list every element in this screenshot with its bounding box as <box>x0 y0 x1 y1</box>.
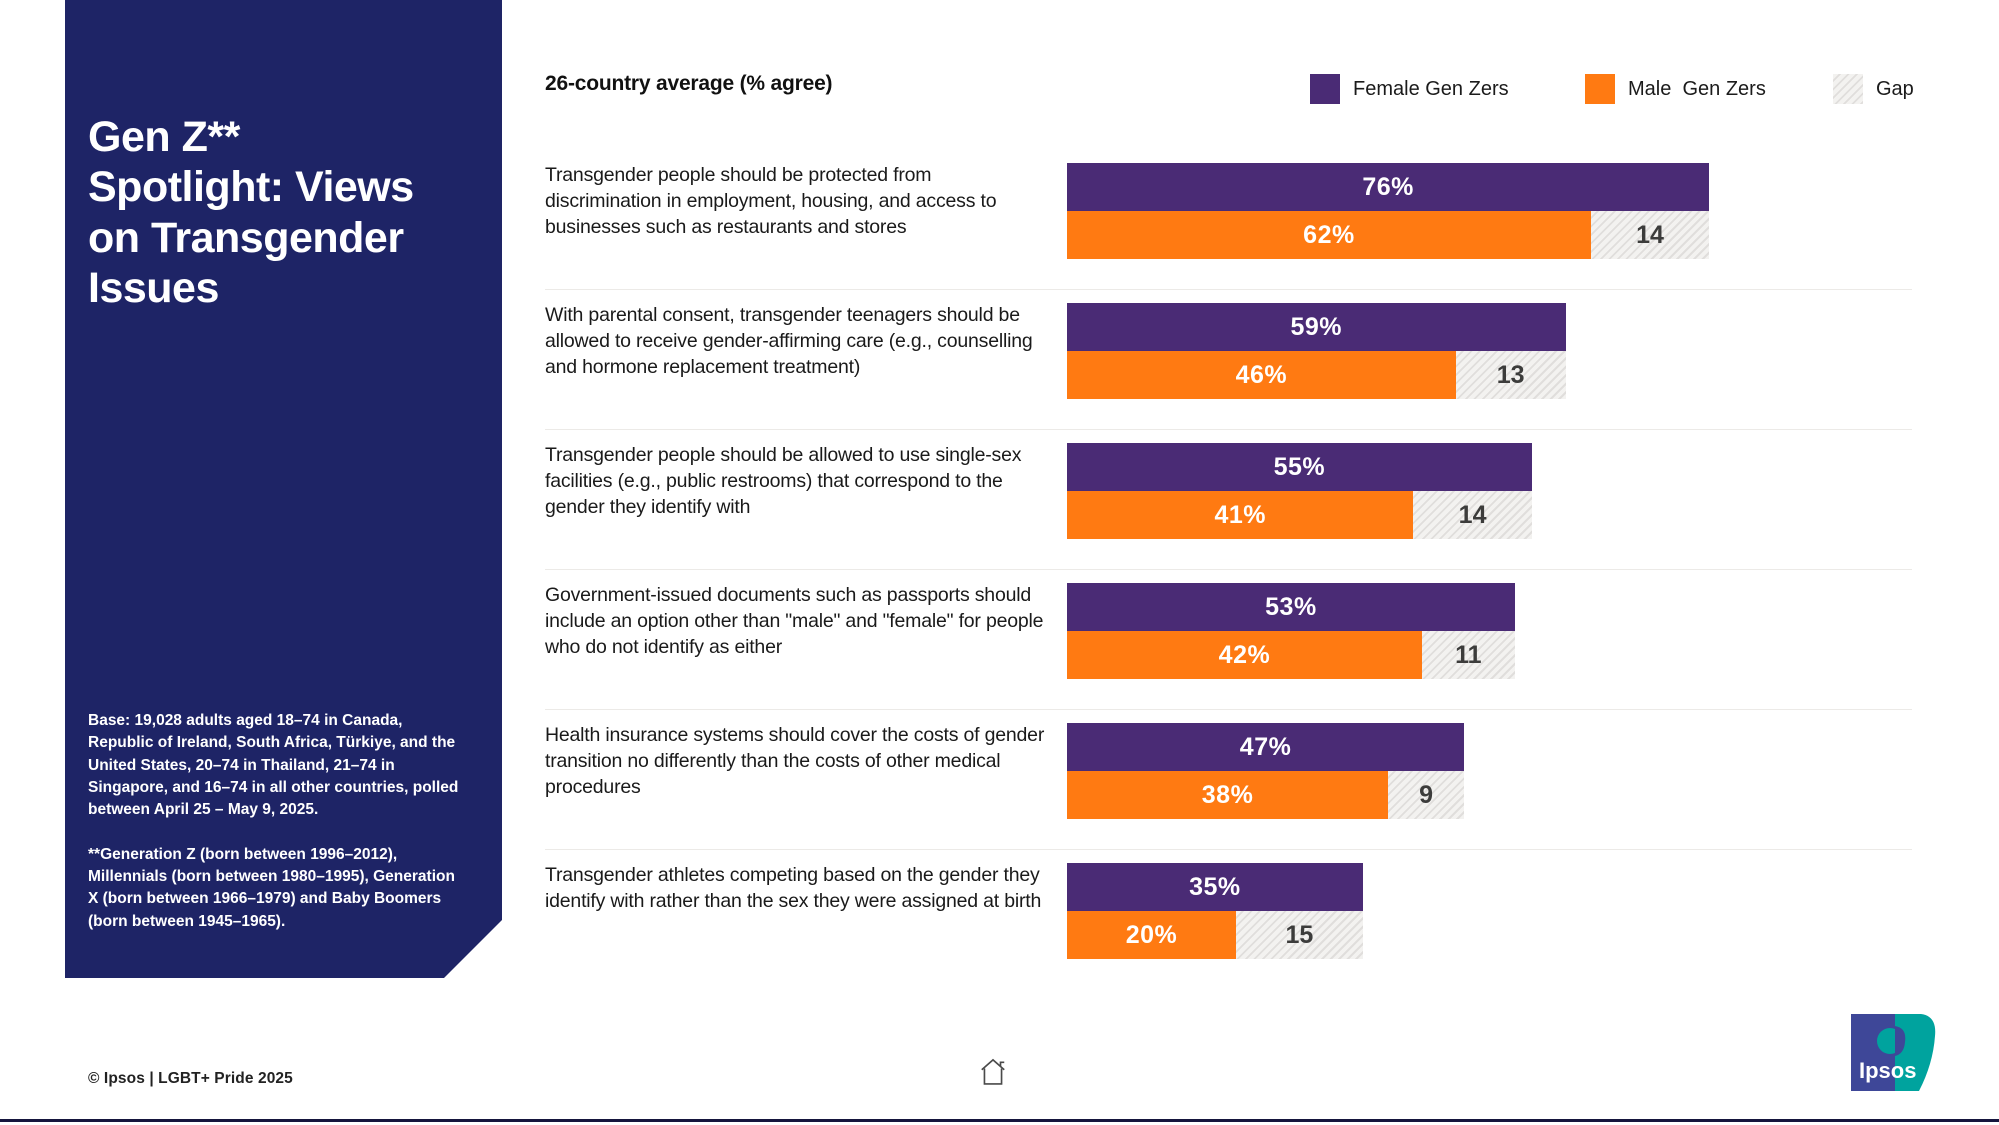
female-value-label: 55% <box>1273 452 1326 481</box>
chart-subtitle: 26-country average (% agree) <box>545 72 833 95</box>
chart-row: Transgender athletes competing based on … <box>545 850 1912 990</box>
statement-text: Government-issued documents such as pass… <box>545 584 1044 658</box>
page-title: Gen Z** Spotlight: Views on Transgender … <box>88 113 414 312</box>
statement-text: Health insurance systems should cover th… <box>545 724 1045 798</box>
male-value-label: 42% <box>1218 640 1271 669</box>
male-bar: 62% <box>1067 211 1591 259</box>
female-value-label: 76% <box>1362 172 1414 201</box>
female-swatch-icon <box>1310 74 1340 104</box>
home-icon[interactable] <box>975 1052 1011 1090</box>
gap-segment: 14 <box>1590 211 1710 259</box>
female-value-label: 35% <box>1189 872 1241 901</box>
gap-value-label: 14 <box>1458 500 1487 529</box>
male-value-label: 62% <box>1303 220 1355 249</box>
male-bar: 46% <box>1067 351 1456 399</box>
male-swatch-icon <box>1585 74 1615 104</box>
legend-item-male: Male Gen Zers <box>1585 74 1766 104</box>
copyright-text: © Ipsos | LGBT+ Pride 2025 <box>88 1070 293 1087</box>
generation-note: **Generation Z (born between 1996–2012),… <box>88 845 455 930</box>
bar-group: 76% 62% 14 <box>1067 163 1912 259</box>
sidebar-panel: Gen Z** Spotlight: Views on Transgender … <box>65 0 502 978</box>
chart-row: Transgender people should be protected f… <box>545 150 1912 290</box>
gap-value-label: 9 <box>1419 780 1434 809</box>
female-bar: 55% <box>1067 443 1532 491</box>
bar-group: 59% 46% 13 <box>1067 303 1912 399</box>
female-bar: 35% <box>1067 863 1363 911</box>
legend-item-female: Female Gen Zers <box>1310 74 1509 104</box>
gap-segment: 9 <box>1388 771 1465 819</box>
gap-value-label: 14 <box>1636 220 1664 249</box>
gap-value-label: 13 <box>1496 360 1525 389</box>
male-value-label: 20% <box>1125 920 1178 949</box>
gap-swatch-icon <box>1833 74 1863 104</box>
female-bar: 59% <box>1067 303 1566 351</box>
female-bar: 47% <box>1067 723 1465 771</box>
chart-row: Health insurance systems should cover th… <box>545 710 1912 850</box>
female-value-label: 53% <box>1265 592 1317 621</box>
statement-text: Transgender people should be protected f… <box>545 164 997 238</box>
statement-text: With parental consent, transgender teena… <box>545 304 1033 378</box>
legend-label-gap: Gap <box>1876 77 1914 100</box>
ipsos-logo-text: Ipsos <box>1859 1058 1916 1083</box>
gap-value-label: 15 <box>1285 920 1314 949</box>
statement-text: Transgender people should be allowed to … <box>545 444 1022 518</box>
bar-group: 47% 38% 9 <box>1067 723 1912 819</box>
male-bar: 42% <box>1067 631 1422 679</box>
bottom-rule <box>0 1119 1999 1122</box>
bar-group: 53% 42% 11 <box>1067 583 1912 679</box>
legend-label-male: Male Gen Zers <box>1628 77 1766 100</box>
gap-segment: 14 <box>1413 491 1532 539</box>
chart-row: Government-issued documents such as pass… <box>545 570 1912 710</box>
male-value-label: 38% <box>1201 780 1254 809</box>
statement-text: Transgender athletes competing based on … <box>545 864 1042 912</box>
male-bar: 20% <box>1067 911 1236 959</box>
female-bar: 76% <box>1067 163 1710 211</box>
male-bar: 41% <box>1067 491 1414 539</box>
chart-row: Transgender people should be allowed to … <box>545 430 1912 570</box>
ipsos-logo: Ipsos <box>1851 1014 1936 1091</box>
female-bar: 53% <box>1067 583 1515 631</box>
bar-group: 35% 20% 15 <box>1067 863 1912 959</box>
bar-chart: Transgender people should be protected f… <box>545 150 1912 990</box>
bar-group: 55% 41% 14 <box>1067 443 1912 539</box>
gap-segment: 15 <box>1236 911 1363 959</box>
base-note: Base: 19,028 adults aged 18–74 in Canada… <box>88 712 459 819</box>
chart-row: With parental consent, transgender teena… <box>545 290 1912 430</box>
male-value-label: 46% <box>1235 360 1288 389</box>
gap-segment: 13 <box>1455 351 1566 399</box>
methodology-notes: Base: 19,028 adults aged 18–74 in Canada… <box>88 710 466 933</box>
gap-value-label: 11 <box>1455 640 1482 669</box>
legend-label-female: Female Gen Zers <box>1353 77 1509 100</box>
gap-segment: 11 <box>1421 631 1515 679</box>
male-bar: 38% <box>1067 771 1389 819</box>
male-value-label: 41% <box>1214 500 1266 529</box>
female-value-label: 59% <box>1290 312 1343 341</box>
legend-item-gap: Gap <box>1833 74 1914 104</box>
female-value-label: 47% <box>1239 732 1292 761</box>
